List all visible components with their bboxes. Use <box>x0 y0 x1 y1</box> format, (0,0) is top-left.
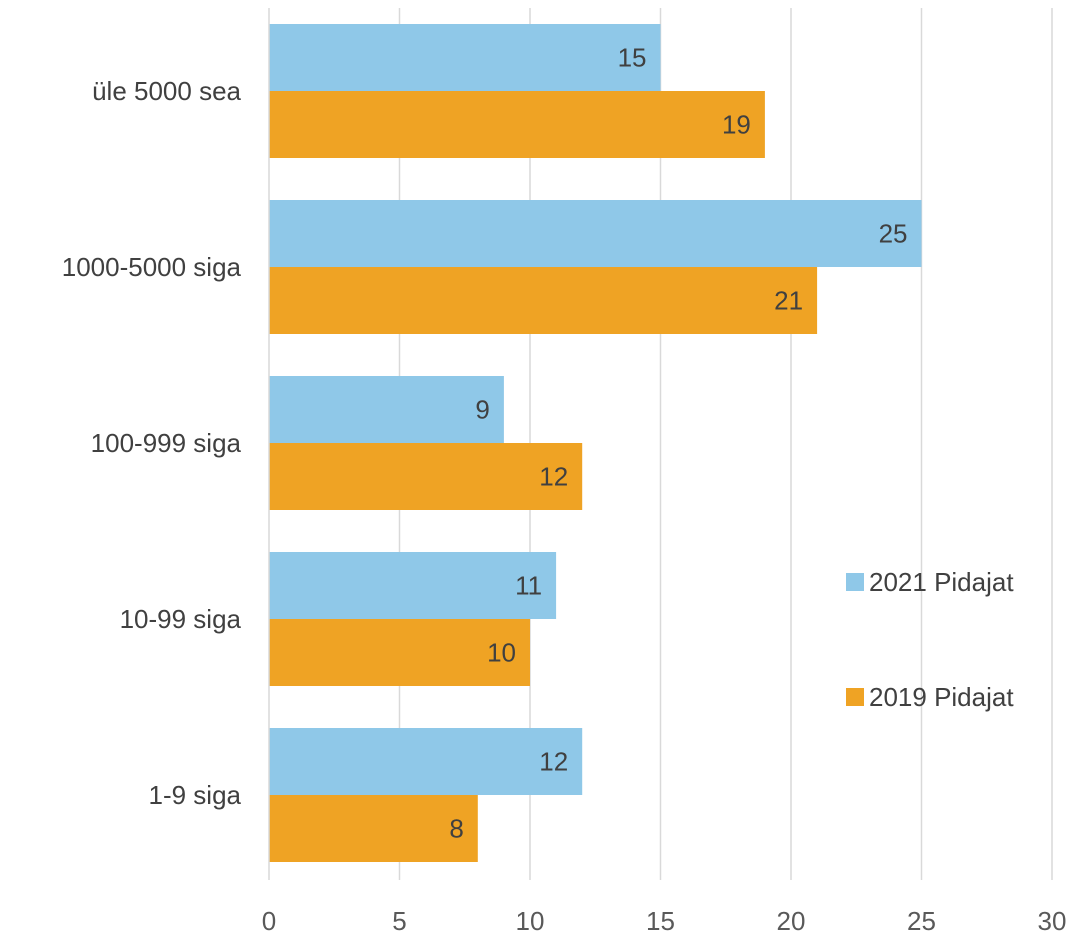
x-tick-label: 15 <box>646 906 675 936</box>
bar <box>269 24 661 91</box>
legend-label: 2019 Pidajat <box>869 682 1014 712</box>
x-tick-label: 5 <box>392 906 406 936</box>
bar <box>269 552 557 619</box>
data-label: 15 <box>618 43 647 73</box>
bar <box>269 91 765 158</box>
y-category-label: üle 5000 sea <box>92 76 241 106</box>
bar <box>269 728 583 795</box>
x-tick-label: 0 <box>262 906 276 936</box>
x-tick-label: 25 <box>907 906 936 936</box>
data-label: 12 <box>539 462 568 492</box>
y-category-label: 10-99 siga <box>120 604 242 634</box>
bar <box>269 267 818 334</box>
data-label: 10 <box>487 638 516 668</box>
data-label: 21 <box>774 286 803 316</box>
data-labels: 15 19 25 21 9 12 11 10 12 8 <box>449 43 907 844</box>
y-category-label: 1000-5000 siga <box>62 252 242 282</box>
x-tick-label: 20 <box>777 906 806 936</box>
data-label: 25 <box>879 219 908 249</box>
x-tick-label: 30 <box>1038 906 1067 936</box>
legend-swatch <box>846 573 864 591</box>
legend-label: 2021 Pidajat <box>869 567 1014 597</box>
bar <box>269 443 583 510</box>
axes: 0 5 10 15 20 25 30 üle 5000 sea 1000-5000 siga 10… <box>62 8 1067 936</box>
bar <box>269 200 922 267</box>
legend-swatch <box>846 688 864 706</box>
bars <box>269 24 922 862</box>
data-label: 11 <box>515 571 542 601</box>
data-label: 19 <box>722 110 751 140</box>
data-label: 12 <box>539 747 568 777</box>
bar <box>269 376 504 443</box>
x-tick-label: 10 <box>516 906 545 936</box>
bar <box>269 795 478 862</box>
y-category-label: 100-999 siga <box>91 428 242 458</box>
data-label: 8 <box>449 814 463 844</box>
y-category-label: 1-9 siga <box>149 780 242 810</box>
data-label: 9 <box>475 395 489 425</box>
legend: 2021 Pidajat 2019 Pidajat <box>846 567 1014 712</box>
bar <box>269 619 530 686</box>
